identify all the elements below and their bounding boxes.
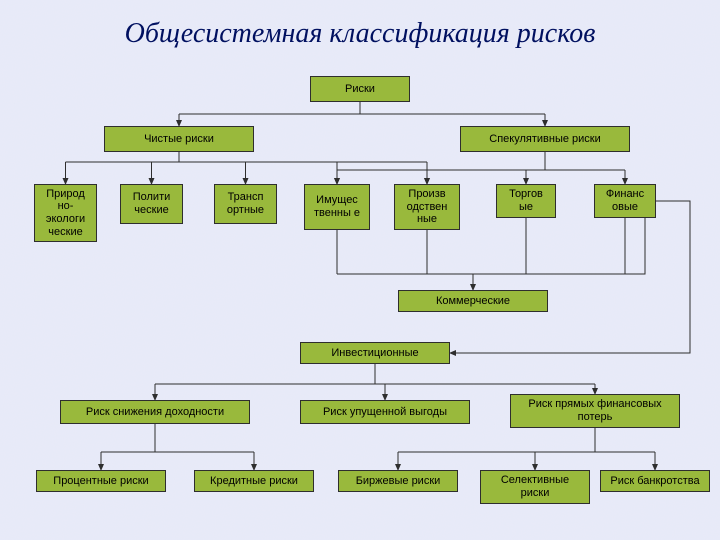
node-imu: Имущес твенны е [304, 184, 370, 230]
node-sel: Селективные риски [480, 470, 590, 504]
node-inv: Инвестиционные [300, 342, 450, 364]
node-bir: Биржевые риски [338, 470, 458, 492]
node-pro: Произв одствен ные [394, 184, 460, 230]
node-prc: Процентные риски [36, 470, 166, 492]
node-tor: Торгов ые [496, 184, 556, 218]
node-rpf: Риск прямых финансовых потерь [510, 394, 680, 428]
node-krd: Кредитные риски [194, 470, 314, 492]
node-tra: Трансп ортные [214, 184, 277, 224]
node-spec: Спекулятивные риски [460, 126, 630, 152]
node-pol: Полити ческие [120, 184, 183, 224]
node-rsd: Риск снижения доходности [60, 400, 250, 424]
node-pure: Чистые риски [104, 126, 254, 152]
node-nat: Природ но-экологи ческие [34, 184, 97, 242]
node-fin: Финанс овые [594, 184, 656, 218]
page-title: Общесистемная классификация рисков [0, 18, 720, 50]
node-com: Коммерческие [398, 290, 548, 312]
node-ruv: Риск упущенной выгоды [300, 400, 470, 424]
node-ban: Риск банкротства [600, 470, 710, 492]
node-risks: Риски [310, 76, 410, 102]
